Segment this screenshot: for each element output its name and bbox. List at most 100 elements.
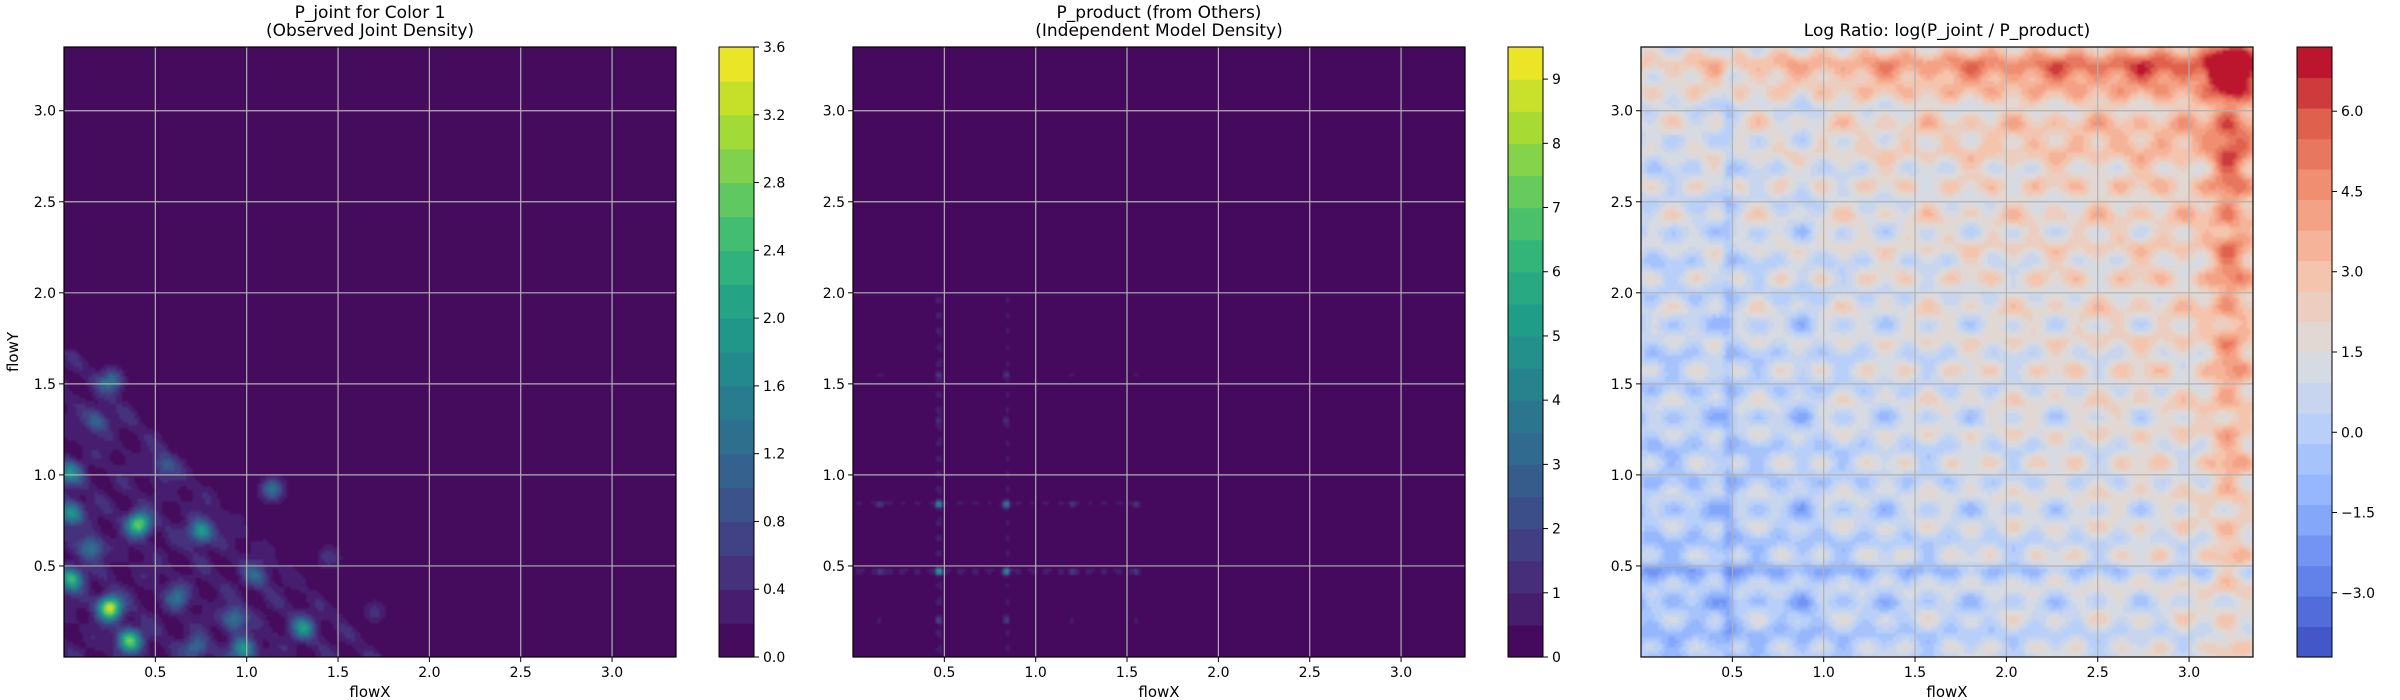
x-tick-label: 2.0 (418, 665, 440, 681)
colorbar-level (2297, 474, 2332, 506)
colorbar-level (2297, 504, 2332, 536)
colorbar-tick-label: 4 (1552, 393, 1561, 409)
y-tick-label: 2.5 (34, 195, 56, 211)
colorbar-level (719, 487, 754, 523)
colorbar-level (719, 148, 754, 184)
plot-frame (1640, 46, 2254, 658)
x-tick-label: 0.5 (1721, 665, 1743, 681)
colorbar-level (1508, 79, 1543, 112)
colorbar-tick-label: 3.6 (763, 40, 785, 56)
x-tick-label: 1.0 (1025, 665, 1047, 681)
y-tick-label: 1.0 (823, 468, 845, 484)
colorbar-tick-label: 3.0 (2341, 265, 2363, 281)
colorbar-level (2297, 260, 2332, 292)
colorbar-tick-label: 3.2 (763, 108, 785, 124)
colorbar-level (2297, 413, 2332, 445)
colorbar-tick-label: 6 (1552, 265, 1561, 281)
colorbar-level (1508, 592, 1543, 626)
y-axis-label: flowY (4, 331, 22, 372)
colorbar-level (719, 47, 754, 82)
y-tick-label: 1.5 (1611, 377, 1633, 393)
colorbar-level (719, 80, 754, 116)
colorbar-level (2297, 321, 2332, 353)
colorbar-tick-label: 1.6 (763, 379, 785, 395)
colorbar-level (2297, 169, 2332, 201)
x-tick-label: 2.0 (1207, 665, 1229, 681)
chart-panel-3: 0.5 1.0 1.5 2.0 2.5 3.0 0.5 1.0 1.5 2.0 2.5 3.0 flow… (1611, 21, 2375, 700)
x-tick-label: 1.5 (1116, 665, 1138, 681)
y-tick-label: 3.0 (34, 104, 56, 120)
colorbar-level (719, 182, 754, 218)
colorbar-level (719, 589, 754, 624)
colorbar-level (719, 250, 754, 285)
colorbar-tick-label: 0 (1552, 650, 1561, 666)
colorbar-level (719, 521, 754, 556)
colorbar-level (2297, 626, 2332, 658)
colorbar-level (719, 318, 754, 353)
y-tick-label: 0.5 (1611, 559, 1633, 575)
heatmap-surface (853, 47, 1465, 657)
y-tick-label: 2.0 (34, 286, 56, 302)
colorbar-level (1508, 528, 1543, 562)
colorbar-level (1508, 271, 1543, 305)
colorbar-level (1508, 496, 1543, 530)
colorbar-level (1508, 624, 1543, 658)
colorbar-tick-label: 4.5 (2341, 184, 2363, 200)
colorbar-level (1508, 400, 1543, 433)
y-tick-label: 3.0 (823, 104, 845, 120)
colorbar-tick-label: 6.0 (2341, 104, 2363, 120)
x-tick-label: 3.0 (1390, 665, 1412, 681)
colorbar: 0 1 2 3 4 5 6 7 8 9 (1507, 46, 1561, 666)
y-tick-label: 2.0 (1611, 286, 1633, 302)
colorbar-level (1508, 303, 1543, 337)
x-tick-label: 3.0 (601, 665, 623, 681)
colorbar-level (719, 114, 754, 150)
colorbar-tick-label: 1 (1552, 586, 1561, 602)
colorbar-level (1508, 111, 1543, 144)
x-tick-label: 1.0 (236, 665, 258, 681)
x-axis-label: flowX (1138, 683, 1179, 700)
chart-title: P_product (from Others) (Independent Mode… (1035, 3, 1283, 41)
colorbar-tick-label: 5 (1552, 329, 1561, 345)
colorbar-level (1508, 207, 1543, 241)
heatmap-surface (1641, 47, 2253, 657)
colorbar-tick-label: 0.8 (763, 514, 785, 530)
colorbar-frame (718, 46, 755, 658)
colorbar-level (2297, 108, 2332, 140)
colorbar-tick-label: 8 (1552, 136, 1561, 152)
colorbar-tick-label: 2.4 (763, 243, 785, 259)
colorbar-level (2297, 382, 2332, 414)
colorbar-level (719, 453, 754, 489)
colorbar-level (2297, 47, 2332, 79)
plot-frame (852, 46, 1466, 658)
x-tick-label: 0.5 (933, 665, 955, 681)
plot-frame (63, 46, 677, 658)
colorbar-level (1508, 368, 1543, 401)
y-tick-label: 0.5 (34, 559, 56, 575)
colorbar-tick-label: 2.0 (763, 311, 785, 327)
colorbar-level (1508, 464, 1543, 498)
colorbar-level (719, 216, 754, 251)
colorbar-level (2297, 230, 2332, 262)
y-tick-label: 2.5 (1611, 195, 1633, 211)
y-tick-label: 3.0 (1611, 104, 1633, 120)
colorbar-level (2297, 352, 2332, 384)
colorbar-tick-label: 3 (1552, 457, 1561, 473)
colorbar-level (2297, 138, 2332, 170)
colorbar-tick-label: 2 (1552, 522, 1561, 538)
y-tick-label: 2.5 (823, 195, 845, 211)
chart-panel-2: 0.5 1.0 1.5 2.0 2.5 3.0 0.5 1.0 1.5 2.0 2.5 3.0 flow… (823, 3, 1561, 700)
x-axis-label: flowX (1926, 683, 1967, 700)
y-tick-label: 2.0 (823, 286, 845, 302)
colorbar-tick-label: 0.0 (2341, 425, 2363, 441)
colorbar-tick-label: 1.5 (2341, 345, 2363, 361)
colorbar-level (1508, 560, 1543, 594)
colorbar-tick-label: 7 (1552, 201, 1561, 217)
colorbar-tick-label: 9 (1552, 72, 1561, 88)
colorbar-level (719, 555, 754, 590)
y-tick-label: 1.0 (34, 468, 56, 484)
colorbar: −3.0 −1.5 0.0 1.5 3.0 4.5 6.0 (2296, 46, 2375, 658)
x-tick-label: 1.5 (327, 665, 349, 681)
colorbar-level (2297, 77, 2332, 109)
